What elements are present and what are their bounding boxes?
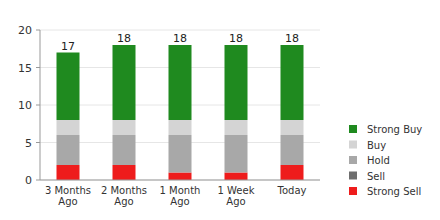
bar-segment [169,120,192,135]
legend-swatch [349,187,357,195]
y-tick-label: 5 [25,137,32,150]
y-tick-label: 15 [18,62,32,75]
y-tick [36,180,40,181]
legend-label: Strong Sell [367,186,421,197]
bars [57,45,304,180]
legend-swatch [349,125,357,133]
x-tick-labels: 3 MonthsAgo2 MonthsAgo1 MonthAgo1 WeekAg… [45,185,307,207]
x-tick-label: 1 WeekAgo [218,185,255,207]
y-tick-label: 10 [18,99,32,112]
x-tick-label: 1 MonthAgo [160,185,201,207]
legend-swatch [349,141,357,149]
totals: 17 18 18 18 18 [61,32,299,53]
total-label: 18 [229,32,243,45]
total-label: 18 [285,32,299,45]
bar-segment [281,120,304,135]
bar-segment [281,45,304,120]
legend-label: Hold [367,155,390,166]
bar-segment [113,135,136,165]
bar-segment [225,120,248,135]
bar-segment [113,45,136,120]
y-tick [36,67,40,68]
bar-segment [225,45,248,120]
label-line: 1 Month [160,185,201,196]
x-tick-label: 3 MonthsAgo [45,185,91,207]
bar-segment [169,173,192,181]
grid-line [40,30,320,31]
bar-segment [225,135,248,173]
legend: Strong Buy Buy Hold Sell Strong Sell [349,124,422,197]
y-tick [36,105,40,106]
x-tick-label: 2 MonthsAgo [101,185,147,207]
total-label: 17 [61,40,75,53]
chart-svg: 0510152017181818183 MonthsAgo2 MonthsAgo… [0,0,440,220]
bar-segment [57,135,80,165]
x-axis [40,180,320,181]
legend-label: Strong Buy [367,124,422,135]
grid: 0 5 10 15 20 [18,24,320,187]
legend-swatch [349,156,357,164]
label-line: 2 Months [101,185,147,196]
total-label: 18 [173,32,187,45]
legend-label: Sell [367,171,385,182]
label-line: Today [277,185,307,196]
x-tick-label: Today [277,185,307,196]
label-line: 3 Months [45,185,91,196]
total-label: 18 [117,32,131,45]
bar-segment [113,120,136,135]
bar-segment [169,45,192,120]
legend-swatch [349,172,357,180]
axes [40,30,320,180]
bar-segment [225,173,248,181]
bar-segment [281,135,304,165]
bar-segment [57,53,80,121]
chart-container: 0510152017181818183 MonthsAgo2 MonthsAgo… [0,0,440,220]
label-line: Ago [170,196,189,207]
bar-segment [57,165,80,180]
label-line: Ago [226,196,245,207]
label-line: Ago [58,196,77,207]
legend-label: Buy [367,140,386,151]
y-tick [36,30,40,31]
bar-segment [281,165,304,180]
bar-segment [57,120,80,135]
label-line: 1 Week [218,185,255,196]
bar-segment [169,135,192,173]
y-tick-label: 20 [18,24,32,37]
grid-line [40,180,320,181]
y-tick-label: 0 [25,174,32,187]
y-tick [36,142,40,143]
label-line: Ago [114,196,133,207]
y-axis [40,30,41,180]
bar-segment [113,165,136,180]
